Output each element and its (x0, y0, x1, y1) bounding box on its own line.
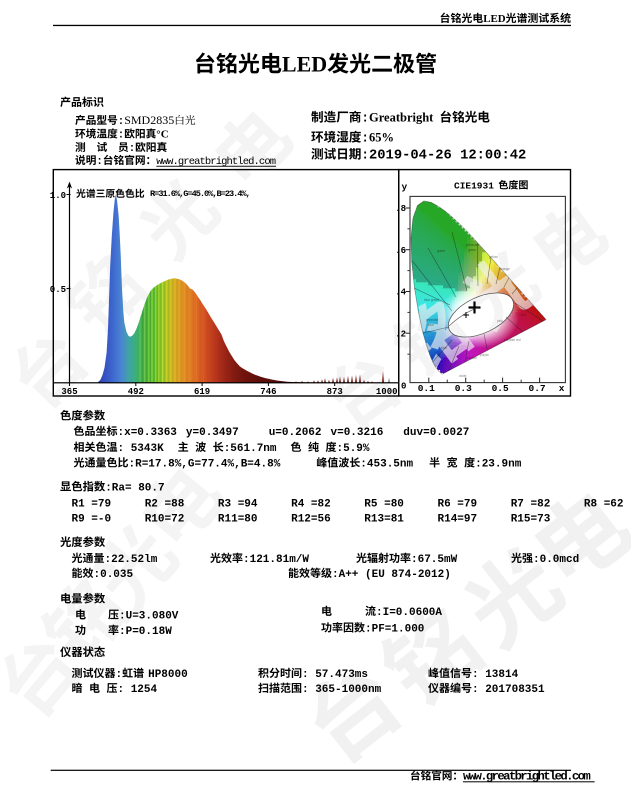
svg-text:0.5: 0.5 (50, 285, 66, 295)
svg-text:blue: blue (428, 323, 434, 327)
svg-text:0.3: 0.3 (455, 383, 472, 394)
svg-text:.4: .4 (395, 288, 406, 298)
svg-text:R12=56: R12=56 (291, 514, 331, 526)
svg-text:duv=0.0027: duv=0.0027 (403, 427, 469, 439)
svg-text:HP8000: HP8000 (148, 669, 188, 681)
svg-text:873: 873 (327, 387, 343, 397)
svg-text:0.1: 0.1 (418, 383, 435, 394)
svg-text:CIE1931: CIE1931 (454, 181, 494, 192)
svg-text::: : (361, 149, 369, 163)
svg-text::67.5mW: :67.5mW (411, 554, 458, 566)
svg-text:.6: .6 (395, 246, 406, 256)
svg-text:R15=73: R15=73 (511, 514, 551, 526)
svg-text:y: y (402, 182, 408, 193)
svg-text:R4 =82: R4 =82 (291, 499, 331, 511)
svg-text:x=0.3363: x=0.3363 (124, 427, 177, 439)
svg-text:619: 619 (194, 387, 210, 397)
svg-text::I=0.0600A: :I=0.0600A (376, 607, 442, 619)
svg-text:SMD2835: SMD2835 (124, 113, 174, 127)
svg-text:1.0: 1.0 (50, 191, 66, 201)
svg-text:yellowish: yellowish (466, 243, 479, 247)
svg-text:u=0.2062: u=0.2062 (269, 427, 322, 439)
svg-text::: : (361, 112, 369, 126)
svg-text:R8 =62: R8 =62 (584, 499, 624, 511)
svg-text:0.5: 0.5 (492, 383, 509, 394)
svg-text:365: 365 (61, 387, 77, 397)
svg-text:: 201708351: : 201708351 (472, 684, 545, 696)
svg-text::453.5nm: :453.5nm (360, 459, 413, 471)
svg-text:blue: blue (441, 346, 447, 350)
svg-text:R10=72: R10=72 (145, 514, 185, 526)
svg-text::: : (118, 443, 125, 455)
svg-text:5343K: 5343K (124, 443, 164, 455)
svg-text:R13=81: R13=81 (364, 514, 404, 526)
svg-text:red: red (521, 313, 526, 317)
svg-text:violet: violet (459, 374, 467, 378)
svg-text::5.9%: :5.9% (337, 443, 370, 455)
svg-text:0: 0 (401, 382, 406, 392)
svg-text:R5 =80: R5 =80 (364, 499, 404, 511)
svg-text:green: green (468, 248, 476, 252)
svg-text:Greatbright: Greatbright (369, 111, 434, 125)
svg-text:0.7: 0.7 (529, 383, 546, 394)
svg-text:: 365-1000nm: : 365-1000nm (302, 684, 382, 696)
svg-text:2019-04-26 12:00:42: 2019-04-26 12:00:42 (369, 149, 526, 164)
svg-text::23.9nm: :23.9nm (475, 459, 522, 471)
svg-text:blue green: blue green (424, 298, 439, 302)
svg-text::Ra= 80.7: :Ra= 80.7 (105, 483, 164, 495)
svg-text::PF=1.000: :PF=1.000 (365, 624, 424, 636)
svg-text::121.81m/W: :121.81m/W (243, 554, 309, 566)
svg-text:R1 =79: R1 =79 (72, 499, 112, 511)
svg-text:v=0.3216: v=0.3216 (331, 427, 384, 439)
svg-text:R9 =-0: R9 =-0 (72, 514, 112, 526)
svg-text:green: green (437, 249, 445, 253)
svg-text::: : (129, 143, 135, 155)
svg-text::: : (118, 427, 125, 439)
svg-text:65%: 65% (369, 131, 394, 145)
svg-text:www.greatbrightled.com: www.greatbrightled.com (156, 156, 275, 168)
svg-text:y=0.3497: y=0.3497 (186, 427, 239, 439)
svg-text::: : (116, 669, 123, 681)
svg-text:.2: .2 (395, 329, 406, 339)
svg-text:www.greatbrightled.com: www.greatbrightled.com (463, 770, 590, 784)
svg-text::A++ (EU 874-2012): :A++ (EU 874-2012) (332, 569, 451, 581)
svg-text:pink: pink (497, 319, 503, 323)
svg-text:purplish: purplish (466, 356, 477, 360)
svg-text:R2 =88: R2 =88 (145, 499, 185, 511)
svg-text:purplish red: purplish red (504, 338, 521, 342)
svg-text:: 13814: : 13814 (472, 669, 519, 681)
svg-text:purple: purple (480, 353, 489, 357)
svg-text:°C: °C (156, 129, 168, 141)
svg-text:: 57.473ms: : 57.473ms (302, 669, 368, 681)
svg-text:.8: .8 (395, 204, 406, 214)
svg-text::0.035: :0.035 (94, 569, 134, 581)
svg-text::: : (361, 132, 369, 146)
svg-text:yellow: yellow (489, 255, 499, 259)
svg-text::P=0.18W: :P=0.18W (119, 626, 172, 638)
svg-text::: : (118, 116, 124, 128)
svg-text:746: 746 (260, 387, 276, 397)
svg-text:R14=97: R14=97 (438, 514, 478, 526)
svg-text:R=17.8%,G=77.4%,B=4.8%: R=17.8%,G=77.4%,B=4.8% (135, 459, 281, 471)
svg-text::: : (118, 130, 124, 142)
svg-text:1000: 1000 (376, 387, 398, 397)
svg-text:R7 =82: R7 =82 (511, 499, 551, 511)
svg-text::: : (96, 156, 102, 168)
svg-text:R3 =94: R3 =94 (218, 499, 258, 511)
svg-text:LED: LED (483, 13, 506, 25)
svg-text::0.0mcd: :0.0mcd (533, 554, 579, 566)
svg-text::U=3.080V: :U=3.080V (119, 611, 179, 623)
svg-text::: : (129, 459, 136, 471)
svg-text:R=31.6%,G=45.0%,B=23.4%,: R=31.6%,G=45.0%,B=23.4%, (150, 189, 250, 199)
svg-text:x: x (559, 383, 565, 394)
svg-text:R11=80: R11=80 (218, 514, 258, 526)
svg-text:: 1254: : 1254 (118, 684, 158, 696)
svg-text:R6 =79: R6 =79 (438, 499, 478, 511)
svg-text:greenish: greenish (426, 318, 438, 322)
svg-text:LED: LED (282, 52, 327, 77)
svg-text::22.52lm: :22.52lm (105, 554, 158, 566)
svg-text:492: 492 (128, 387, 144, 397)
svg-text::561.7nm: :561.7nm (224, 443, 277, 455)
svg-text:orange: orange (500, 267, 510, 271)
